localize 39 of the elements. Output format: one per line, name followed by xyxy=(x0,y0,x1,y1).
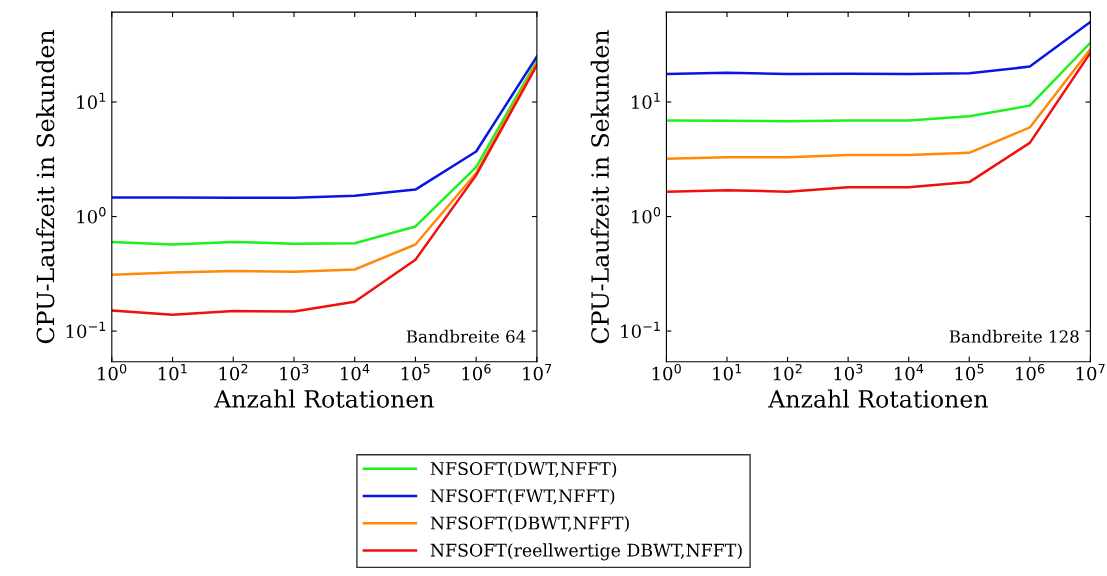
x-tick-label: 10$^{0}$ xyxy=(98,363,127,381)
y-axis-title: CPU-Laufzeit in Sekunden xyxy=(590,30,609,344)
x-tick-label: 10$^{2}$ xyxy=(773,363,802,381)
legend-label: NFSOFT(reellwertige DBWT,NFFT) xyxy=(430,543,742,561)
annotation: Bandbreite 64 xyxy=(406,329,526,343)
x-tick-label: 10$^{2}$ xyxy=(219,363,248,381)
y-tick-label: 10$^{1}$ xyxy=(631,92,660,110)
x-tick-label: 10$^{7}$ xyxy=(1076,364,1105,381)
x-tick-label: 10$^{7}$ xyxy=(523,364,552,381)
x-tick-label: 10$^{4}$ xyxy=(341,364,370,381)
x-tick-label: 10$^{5}$ xyxy=(401,364,430,381)
x-tick-label: 10$^{3}$ xyxy=(280,363,309,381)
y-tick-label: 10$^{−1}$ xyxy=(66,321,106,339)
line-series xyxy=(666,51,1091,193)
line-series xyxy=(666,47,1091,160)
line-series xyxy=(111,55,537,199)
x-tick-label: 10$^{6}$ xyxy=(1016,363,1045,381)
line-series xyxy=(666,41,1091,123)
line-series xyxy=(111,63,537,316)
x-axis-title: Anzahl Rotationen xyxy=(214,389,434,408)
y-tick-label: 10$^{−1}$ xyxy=(621,321,660,339)
x-tick-label: 10$^{6}$ xyxy=(462,363,491,381)
y-tick-label: 10$^{0}$ xyxy=(77,206,106,224)
x-tick-label: 10$^{3}$ xyxy=(834,363,863,381)
x-tick-label: 10$^{5}$ xyxy=(955,364,984,381)
x-tick-label: 10$^{1}$ xyxy=(713,364,742,381)
y-tick-label: 10$^{0}$ xyxy=(631,206,661,224)
legend-label: NFSOFT(FWT,NFFT) xyxy=(430,488,615,505)
x-tick-label: 10$^{0}$ xyxy=(652,363,681,381)
legend-label: NFSOFT(DBWT,NFFT) xyxy=(430,516,629,532)
line-series xyxy=(111,59,537,246)
legend-label: NFSOFT(DWT,NFFT) xyxy=(430,461,617,478)
y-tick-label: 10$^{1}$ xyxy=(77,92,106,110)
x-tick-label: 10$^{1}$ xyxy=(158,364,187,381)
x-axis-title: Anzahl Rotationen xyxy=(768,389,988,408)
y-axis-title: CPU-Laufzeit in Sekunden xyxy=(36,30,55,344)
line-series xyxy=(666,20,1091,76)
x-tick-label: 10$^{4}$ xyxy=(895,364,924,381)
annotation: Bandbreite 128 xyxy=(949,329,1079,343)
